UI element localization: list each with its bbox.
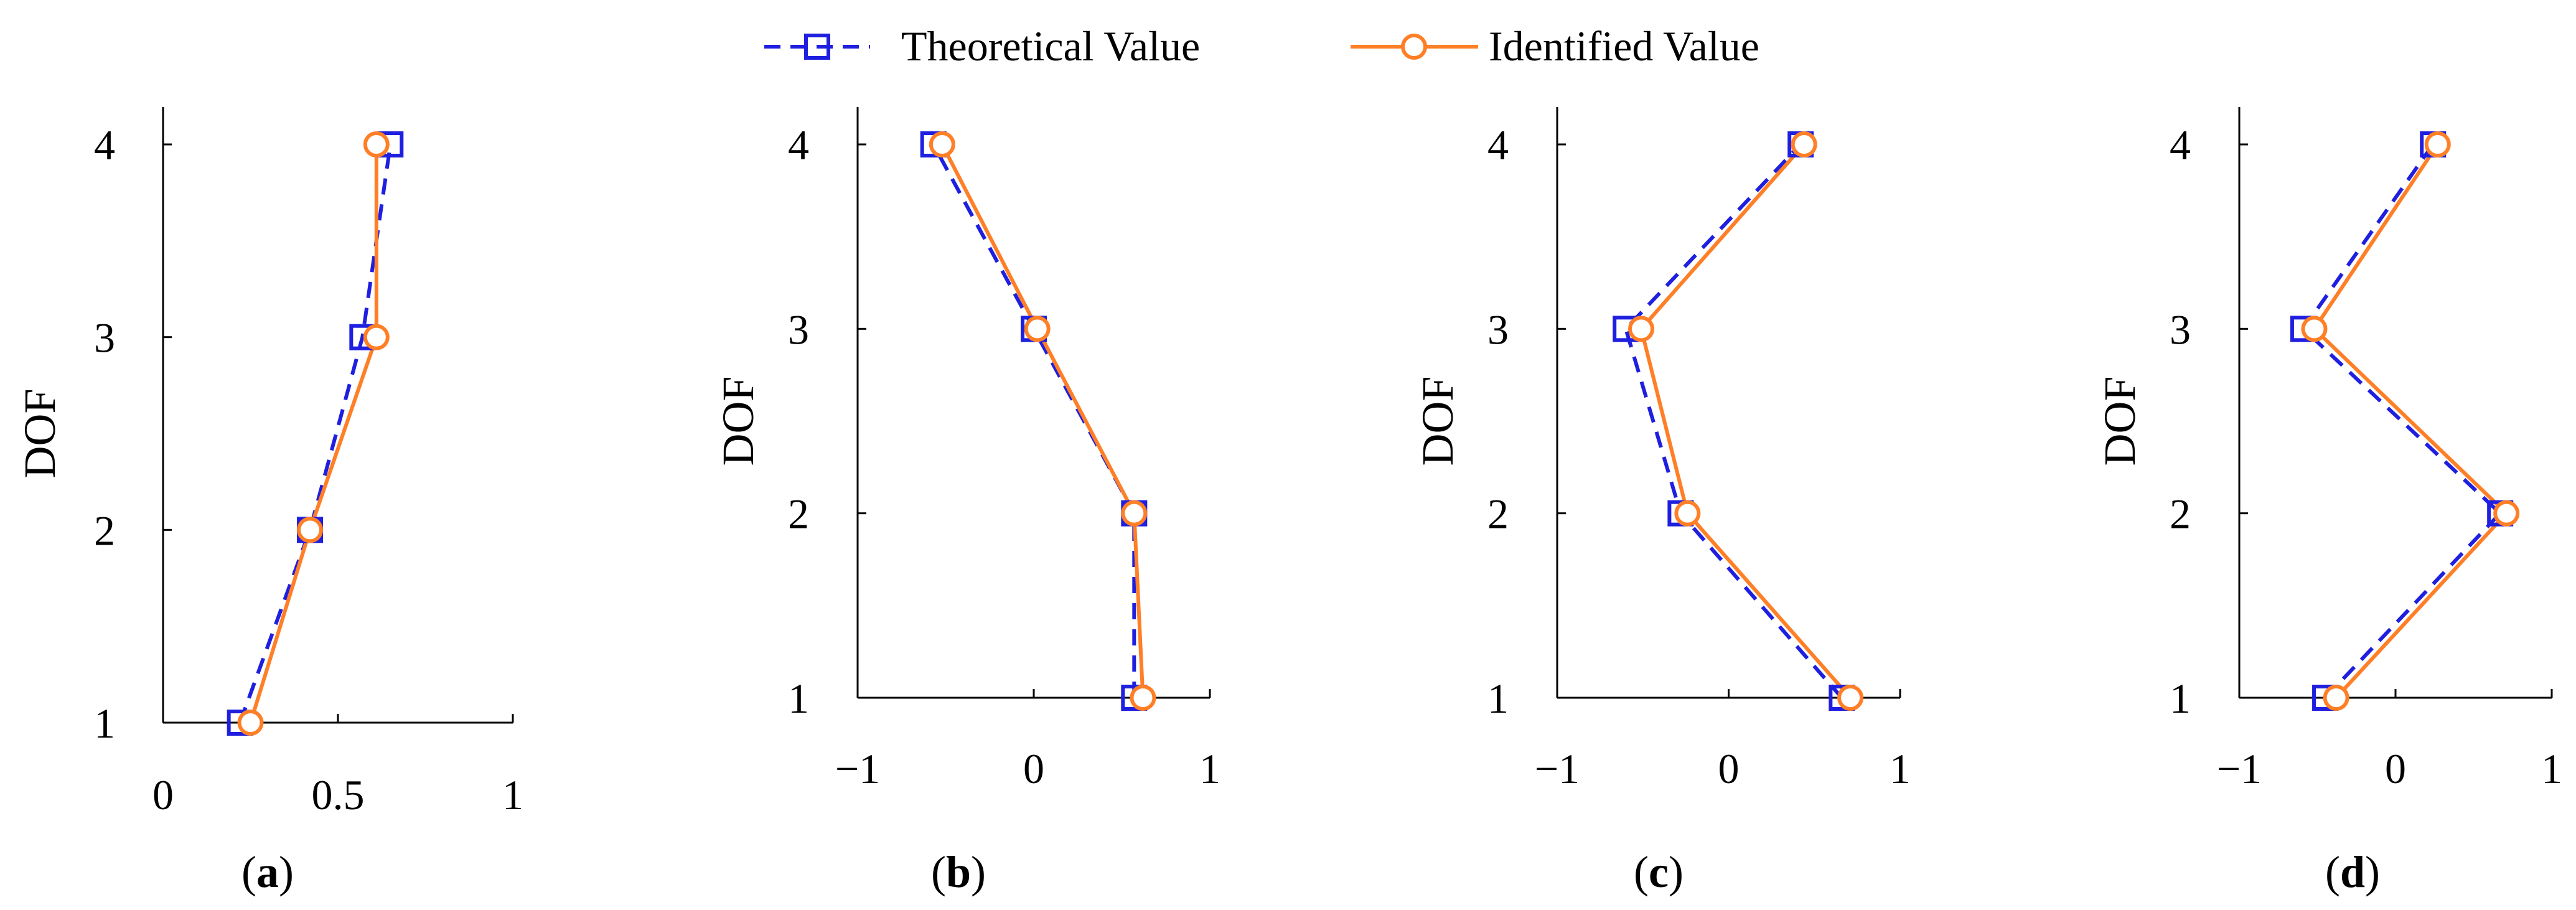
- identified-point: [237, 710, 264, 736]
- y-tick-label: 3: [94, 314, 115, 362]
- panel-d: 1 2 3 4 −1 0 1 DOF (d): [2095, 107, 2562, 897]
- identified-point: [1628, 316, 1654, 342]
- y-tick-label: 1: [788, 675, 809, 722]
- y-tick-label: 2: [1487, 490, 1509, 538]
- y-tick-label: 1: [1487, 675, 1509, 722]
- x-tick-label: −1: [2217, 745, 2262, 792]
- x-tick-label: 1: [2541, 745, 2562, 792]
- legend-theoretical-label: Theoretical Value: [901, 22, 1200, 70]
- identified-point: [1837, 685, 1864, 711]
- theoretical-series-line: [238, 144, 393, 724]
- y-tick-label: 4: [1487, 121, 1509, 169]
- x-tick-label: 1: [1890, 745, 1911, 792]
- panel-b: 1 2 3 4 −1 0 1 DOF (b): [713, 107, 1220, 897]
- identified-point: [2493, 500, 2520, 527]
- y-tick-label: 2: [2170, 490, 2191, 538]
- x-tick-label: 0: [1023, 745, 1044, 792]
- identified-point: [2301, 316, 2328, 342]
- identified-point: [929, 131, 955, 157]
- identified-point: [1674, 500, 1701, 527]
- panel-label: (d): [2325, 847, 2380, 897]
- y-tick-label: 1: [94, 700, 115, 747]
- legend-identified-marker: [1401, 34, 1427, 60]
- theoretical-series-line: [1623, 143, 1843, 699]
- identified-series-line: [248, 144, 378, 723]
- panel-c: 1 2 3 4 −1 0 1 DOF (c): [1413, 107, 1911, 897]
- identified-point: [297, 517, 324, 543]
- y-tick-label: 1: [2170, 675, 2191, 722]
- y-tick-label: 2: [94, 507, 115, 554]
- legend: Theoretical Value Identified Value: [764, 22, 1759, 70]
- panel-a: 1 2 3 4 0 0.5 1 DOF (a): [15, 107, 523, 897]
- y-tick-label: 4: [788, 121, 809, 169]
- y-tick-label: 3: [788, 306, 809, 353]
- x-tick-label: 0.5: [312, 771, 365, 819]
- identified-point: [363, 324, 390, 350]
- identified-point: [2323, 685, 2349, 711]
- identified-point: [1121, 500, 1148, 527]
- y-tick-label: 3: [1487, 306, 1509, 353]
- identified-series-line: [1639, 143, 1852, 699]
- legend-theoretical-marker: [804, 34, 830, 60]
- y-axis-label: DOF: [2095, 376, 2145, 466]
- y-tick-label: 4: [94, 121, 115, 169]
- x-tick-label: 0: [1718, 745, 1740, 792]
- identified-point: [1791, 131, 1817, 157]
- theoretical-series-line: [932, 143, 1136, 698]
- y-tick-label: 4: [2170, 121, 2191, 169]
- identified-point: [2424, 131, 2451, 157]
- x-tick-label: 1: [1199, 745, 1220, 792]
- identified-series-line: [2311, 143, 2509, 700]
- panel-label: (b): [931, 847, 986, 897]
- panel-label: (c): [1634, 847, 1684, 897]
- identified-point: [363, 131, 390, 157]
- y-tick-label: 3: [2170, 306, 2191, 353]
- y-tick-label: 2: [788, 490, 809, 538]
- x-tick-label: 1: [502, 771, 523, 819]
- y-axis-label: DOF: [713, 376, 763, 466]
- x-tick-label: −1: [835, 745, 880, 792]
- identified-point: [1024, 316, 1051, 342]
- x-tick-label: 0: [2385, 745, 2406, 792]
- identified-point: [1130, 685, 1156, 711]
- x-tick-label: −1: [1535, 745, 1580, 792]
- legend-item-theoretical: Theoretical Value: [764, 22, 1200, 70]
- y-axis-label: DOF: [1413, 376, 1463, 466]
- theoretical-series-line: [2300, 143, 2503, 700]
- legend-identified-label: Identified Value: [1489, 22, 1759, 70]
- x-tick-label: 0: [152, 771, 174, 819]
- panel-label: (a): [241, 847, 294, 897]
- legend-item-identified: Identified Value: [1351, 22, 1759, 70]
- y-axis-label: DOF: [15, 388, 65, 478]
- identified-series-line: [940, 143, 1145, 698]
